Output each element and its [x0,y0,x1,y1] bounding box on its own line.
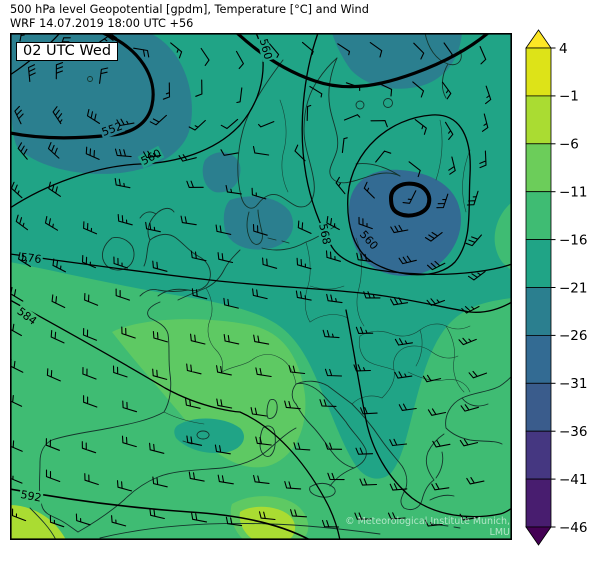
green-tongue-right-edge [494,202,512,270]
contour-label-568: 568 [316,221,334,247]
colorbar-tick-label: −31 [559,376,588,392]
colorbar-tick-label: −16 [559,232,588,248]
valid-time-label: 02 UTC Wed [16,42,119,61]
temperature-fill-layer [10,33,512,540]
temperature-colorbar: 4 −1 −6 −11 −16 −21 −26 −31 −36 −41 −46 [524,28,602,562]
thick-contours [10,33,490,218]
contour-552-west [10,33,155,140]
watermark: © Meteorological Institute Munich, LMU [345,516,510,538]
cold-blob-russia [348,169,461,276]
cold-blob-norway-south [202,152,241,193]
colorbar-tick-label: −21 [559,280,588,296]
colorbar-tick-label: −6 [559,137,579,153]
colorbar-tick-label: −1 [559,89,579,105]
title-line-2: WRF 14.07.2019 18:00 UTC +56 [10,16,194,30]
contour-576 [10,253,512,313]
colorbar-tick-label: −46 [559,520,588,536]
contour-label-592: 592 [18,487,44,505]
svg-text:568: 568 [316,222,333,245]
map-frame [10,33,512,540]
svg-text:592: 592 [19,488,42,505]
contour-label-560: 560 [256,36,276,62]
contour-552-north [235,33,490,89]
colorbar-tick-label: −36 [559,424,588,440]
cold-blob-denmark [223,196,294,250]
warm-blob-france [112,319,306,468]
title-line-1: 500 hPa level Geopotential [gpdm], Tempe… [10,3,369,16]
colorbar-svg: 4 −1 −6 −11 −16 −21 −26 −31 −36 −41 −46 [525,29,588,546]
svg-text:560: 560 [257,37,275,61]
thin-contours [10,33,512,540]
contour-label-576: 576 [18,250,44,266]
figure-title: 500 hPa level Geopotential [gpdm], Tempe… [10,3,369,30]
borders-group [163,99,471,425]
map-panel: 552 560 560 568 560 576 584 592 [10,33,512,540]
colorbar-tick-label: −41 [559,472,588,488]
colorbar-tick-label: −11 [559,185,588,201]
contour-trough-italy [345,309,512,518]
contour-560-west [10,33,264,209]
contour-568 [301,33,512,276]
svg-text:576: 576 [20,251,42,266]
geopotential-contours [10,33,512,540]
contour-552-ring [388,181,432,218]
contour-592 [10,488,311,540]
contour-584 [10,299,341,540]
warm-corner-iberia [10,505,66,540]
colorbar-tick-label: 4 [559,41,568,57]
colorbar-tick-label: −26 [559,328,588,344]
